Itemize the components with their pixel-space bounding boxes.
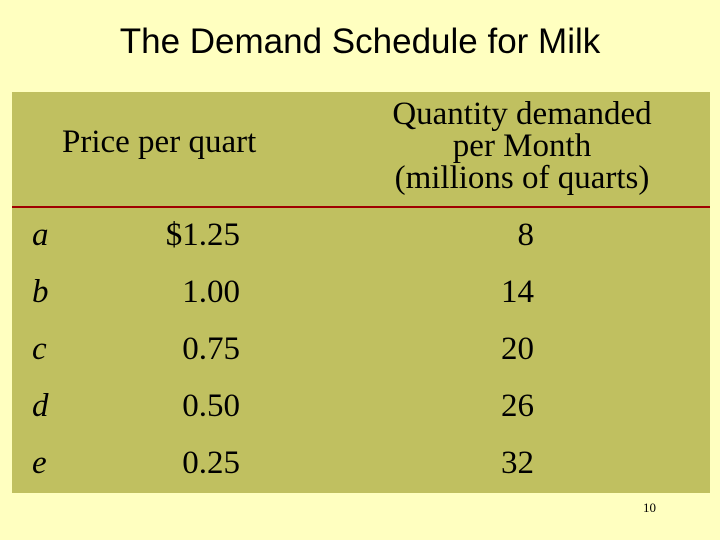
row-label: d (32, 388, 49, 424)
table-row: e 0.25 32 (12, 435, 710, 491)
row-label: b (32, 274, 49, 310)
table-row: b 1.00 14 (12, 264, 710, 320)
table-row: d 0.50 26 (12, 378, 710, 434)
quantity-cell: 14 (501, 274, 534, 310)
price-cell: $1.25 (165, 217, 240, 253)
row-label: c (32, 331, 47, 367)
quantity-cell: 26 (501, 388, 534, 424)
quantity-header-line: (millions of quarts) (394, 160, 650, 196)
price-column-header: Price per quart (62, 124, 257, 160)
slide-title: The Demand Schedule for Milk (119, 22, 601, 61)
demand-schedule-table: Price per quart Quantity demanded per Mo… (12, 92, 710, 493)
page-number: 10 (643, 500, 656, 515)
quantity-cell: 32 (501, 445, 534, 481)
table-row: c 0.75 20 (12, 321, 710, 377)
quantity-header-line: per Month (452, 128, 592, 164)
row-label: a (32, 217, 49, 253)
price-cell: 0.50 (182, 388, 240, 424)
header-divider (12, 206, 710, 208)
table-row: a $1.25 8 (12, 207, 710, 263)
price-cell: 1.00 (182, 274, 240, 310)
quantity-cell: 8 (517, 217, 535, 253)
price-cell: 0.25 (182, 445, 240, 481)
quantity-cell: 20 (501, 331, 534, 367)
price-cell: 0.75 (182, 331, 240, 367)
row-label: e (32, 445, 47, 481)
quantity-header-line: Quantity demanded (392, 96, 652, 132)
quantity-column-header: Quantity demanded per Month (millions of… (342, 96, 702, 196)
